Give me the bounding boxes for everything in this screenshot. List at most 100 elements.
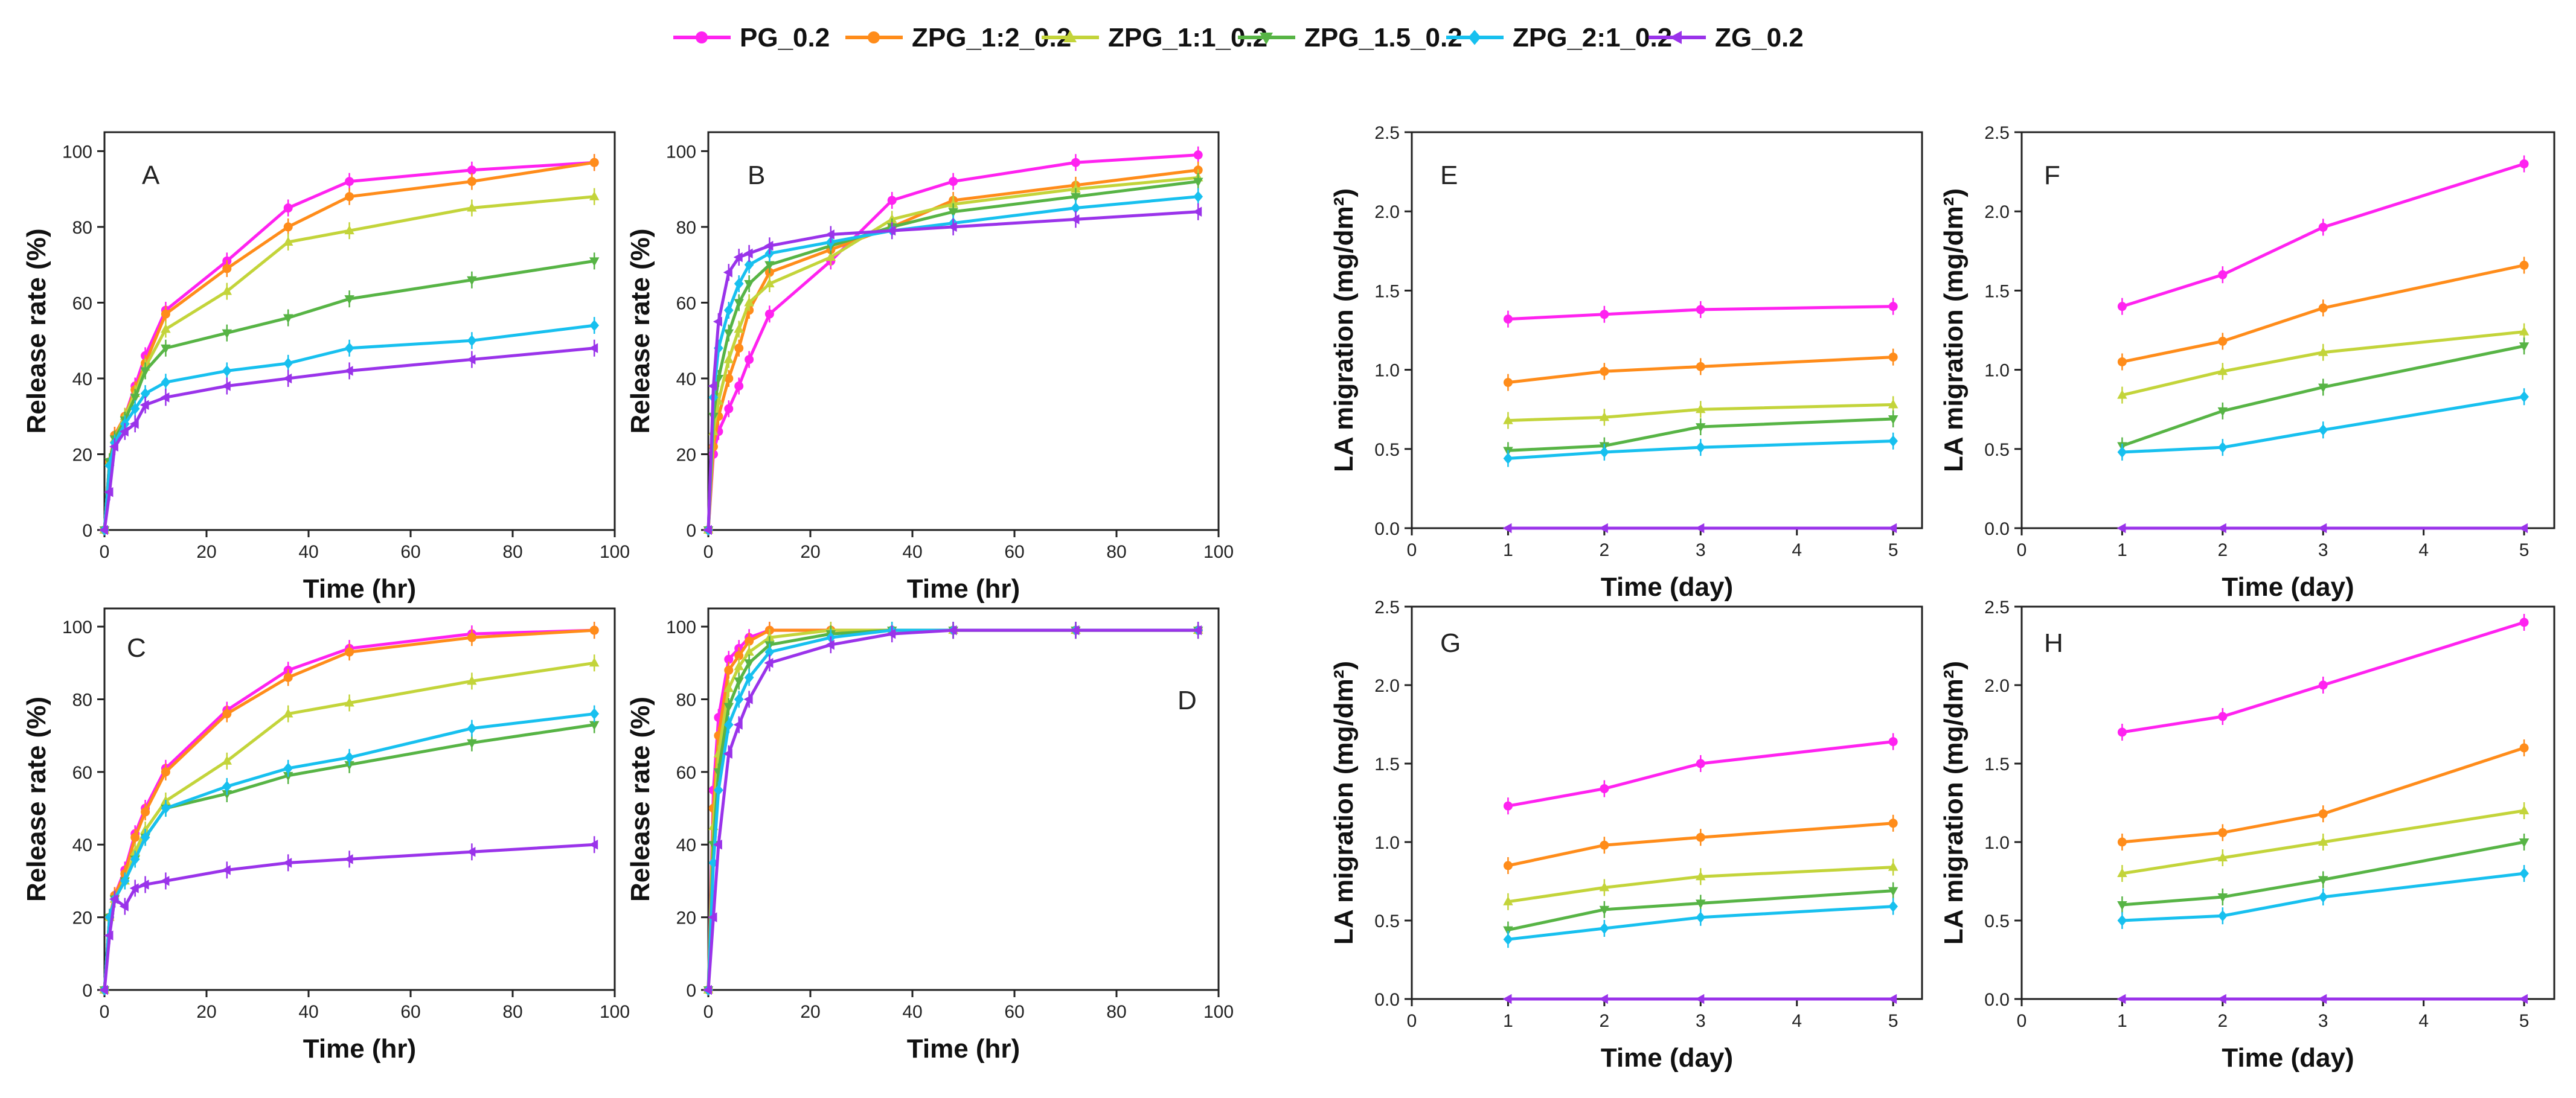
data-point [1503, 378, 1513, 388]
data-point [764, 309, 774, 319]
data-point [2318, 383, 2328, 393]
series-line [1508, 866, 1894, 904]
x-tick-label: 4 [2418, 540, 2429, 560]
data-point [222, 780, 232, 793]
data-point [139, 400, 149, 410]
legend-item-zpg-2-1-0-2: ZPG_2:1_0.2 [1446, 23, 1672, 53]
series-line [1508, 305, 1894, 321]
series-zpg-1-2-0-2 [100, 622, 599, 995]
data-point [703, 985, 712, 995]
series-line [706, 180, 1199, 531]
data-point [947, 222, 957, 232]
data-point [161, 309, 170, 319]
series-line [1507, 740, 1894, 808]
panel-g: 0 1 2 3 4 5 0.0 0.5 1.0 1.5 2.0 2.5 Time (day) LA mig… [1329, 598, 1923, 1073]
x-tick-label: 0 [703, 1002, 714, 1022]
x-tick-label: 5 [2519, 540, 2530, 560]
data-point [2318, 346, 2328, 356]
y-tick-label: 2.0 [1984, 202, 2010, 222]
y-tick-label: 2.0 [1984, 676, 2010, 696]
x-tick-label: 3 [1696, 1011, 1706, 1031]
x-tick-label: 1 [2117, 1011, 2127, 1031]
data-point [2318, 680, 2328, 690]
series-line [2121, 162, 2525, 308]
data-point [466, 847, 476, 857]
data-point [887, 196, 897, 205]
x-axis-label: Time (hr) [303, 1034, 416, 1064]
data-point [129, 883, 139, 893]
legend: PG_0.2 ZPG_1:2_0.2 ZPG_1:1_0.2 ZPG_1.5_0.2 Z… [673, 23, 1804, 53]
data-point [129, 419, 139, 429]
data-point [344, 366, 353, 376]
y-tick-label: 0.5 [1374, 911, 1400, 931]
data-point [1600, 840, 1609, 850]
data-point [2519, 523, 2528, 534]
data-point [2519, 805, 2530, 814]
series-zg-0-2 [2116, 523, 2528, 534]
data-point [1888, 887, 1898, 896]
data-point [745, 636, 754, 646]
x-tick-label: 3 [2318, 540, 2328, 560]
data-point [1071, 184, 1081, 193]
series-line [2122, 395, 2525, 454]
data-point [744, 297, 754, 307]
data-point [708, 912, 717, 922]
data-point [948, 199, 958, 208]
plot-frame [707, 131, 1220, 531]
series-line [1507, 889, 1894, 932]
panel-label: E [1440, 161, 1458, 190]
x-tick-label: 100 [1203, 1002, 1234, 1022]
y-axis-label: LA migration (mg/dm²) [1939, 661, 1969, 945]
data-point [345, 177, 354, 187]
y-tick-label: 20 [72, 445, 92, 465]
data-point [1071, 193, 1081, 202]
y-tick-label: 0.5 [1984, 911, 2010, 931]
data-point [2519, 618, 2529, 627]
data-point [724, 404, 734, 413]
x-tick-label: 4 [1792, 1011, 1802, 1031]
data-point [345, 647, 354, 657]
data-point [1696, 404, 1706, 413]
y-tick-labels: 0.0 0.5 1.0 1.5 2.0 2.5 [1374, 598, 1412, 1010]
data-point [140, 388, 150, 400]
y-tick-label: 0 [82, 521, 92, 541]
data-point [161, 376, 171, 388]
data-point [283, 672, 293, 682]
series-zpg-1-5-0-2 [99, 252, 600, 535]
data-point [886, 214, 897, 223]
series-zpg-1-1-0-2 [99, 188, 600, 534]
legend-marker [1063, 30, 1077, 42]
plot-frame [707, 607, 1220, 991]
x-tick-label: 60 [1004, 1002, 1024, 1022]
x-axis-label: Time (day) [2222, 572, 2354, 602]
plot-frame [2020, 131, 2555, 529]
data-point [2318, 222, 2328, 232]
data-point [1502, 523, 1512, 534]
data-point [734, 278, 744, 290]
panel-c: 0 20 40 60 80 100 0 20 40 60 80 100 Time (hr) Release… [22, 607, 630, 1064]
y-tick-label: 0 [686, 981, 696, 1001]
data-point [2217, 852, 2228, 861]
x-tick-labels: 0 20 40 60 80 100 [703, 990, 1234, 1022]
data-point [723, 748, 732, 759]
legend-item-pg-0-2: PG_0.2 [673, 23, 830, 53]
data-point [886, 628, 896, 639]
series-line [103, 843, 595, 991]
data-point [724, 665, 734, 675]
series-zg-0-2 [703, 622, 1202, 995]
data-point [1071, 158, 1080, 167]
series-pg-0-2 [2117, 155, 2529, 315]
y-tick-label: 60 [676, 763, 696, 783]
y-tick-label: 2.5 [1374, 598, 1400, 618]
data-point [1888, 737, 1898, 747]
data-point [1070, 214, 1080, 225]
series-zpg-1-2-0-2 [2117, 739, 2529, 851]
x-tick-label: 100 [600, 1002, 630, 1022]
data-point [140, 831, 150, 843]
series-zg-0-2 [1502, 994, 1897, 1004]
plot-frame [103, 607, 616, 991]
data-point [723, 719, 734, 730]
data-point [764, 261, 775, 270]
x-tick-label: 4 [1792, 540, 1802, 560]
x-tick-label: 0 [2017, 540, 2027, 560]
